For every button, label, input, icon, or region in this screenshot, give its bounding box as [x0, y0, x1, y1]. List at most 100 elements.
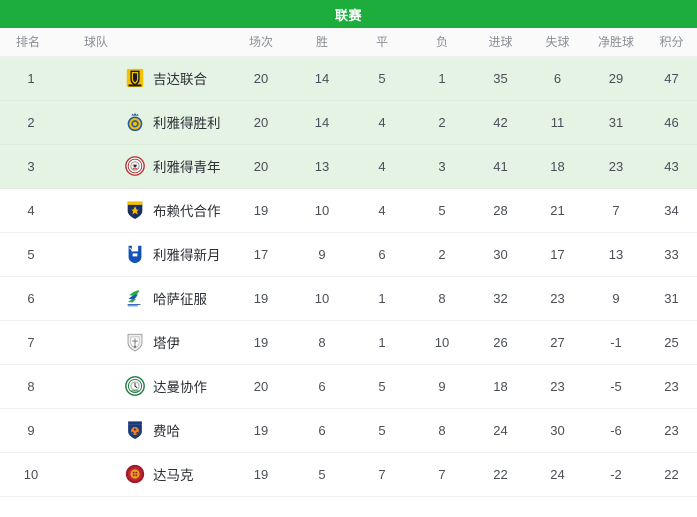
cell-team[interactable]: 利雅得胜利 [62, 100, 230, 145]
team-cell-content: 布赖代合作 [62, 199, 230, 221]
table-row[interactable]: 5 利雅得新月 17 9 6 2 30 17 13 33 [0, 232, 697, 277]
title-bar: 联赛 [0, 0, 697, 28]
cell-loss: 7 [412, 452, 472, 497]
cell-draw: 4 [352, 144, 412, 189]
table-row[interactable]: 6 哈萨征服 19 10 1 8 32 23 9 31 [0, 276, 697, 321]
cell-win: 14 [292, 56, 352, 101]
cell-goal-diff: 31 [586, 100, 646, 145]
table-row[interactable]: 2 利雅得胜利 20 14 4 2 42 11 31 46 [0, 100, 697, 145]
cell-points: 25 [646, 320, 697, 365]
cell-team[interactable]: 利雅得青年 [62, 144, 230, 189]
table-row[interactable]: 3 利雅得青年 20 13 4 3 41 18 23 43 [0, 144, 697, 189]
cell-goals-for: 28 [472, 188, 529, 233]
cell-goal-diff: 7 [586, 188, 646, 233]
cell-points: 34 [646, 188, 697, 233]
cell-played: 19 [230, 276, 292, 321]
ettifaq-crest [125, 376, 145, 396]
cell-points: 47 [646, 56, 697, 101]
nassr-crest [127, 112, 143, 132]
cell-goals-for: 18 [472, 364, 529, 409]
cell-goals-against: 23 [529, 364, 586, 409]
table-row[interactable]: 7 塔伊 19 8 1 10 26 27 -1 25 [0, 320, 697, 365]
cell-goals-against: 23 [529, 276, 586, 321]
taawoun-crest [127, 201, 143, 219]
table-header: 排名 球队 场次 胜 平 负 进球 失球 净胜球 积分 [0, 28, 697, 57]
cell-team[interactable]: 吉达联合 [62, 56, 230, 101]
column-header-goals-for[interactable]: 进球 [472, 28, 529, 57]
column-header-team[interactable]: 球队 [62, 28, 230, 57]
cell-team[interactable]: 达曼协作 [62, 364, 230, 409]
cell-win: 13 [292, 144, 352, 189]
cell-rank: 2 [0, 100, 62, 145]
team-name: 达马克 [153, 468, 194, 483]
page-title: 联赛 [334, 7, 362, 23]
cell-loss: 3 [412, 144, 472, 189]
cell-draw: 6 [352, 232, 412, 277]
hilal-crest [128, 245, 142, 264]
team-cell-content: 利雅得胜利 [62, 111, 230, 133]
team-name: 费哈 [153, 424, 180, 439]
table-row[interactable]: 1 吉达联合 20 14 5 1 35 6 29 47 [0, 56, 697, 101]
cell-team[interactable]: 哈萨征服 [62, 276, 230, 321]
cell-played: 20 [230, 364, 292, 409]
cell-points: 23 [646, 364, 697, 409]
cell-team[interactable]: 费哈 [62, 408, 230, 453]
feiha-crest [128, 421, 142, 439]
cell-played: 17 [230, 232, 292, 277]
team-cell-content: 费哈 [62, 419, 230, 441]
cell-draw: 5 [352, 364, 412, 409]
column-header-win[interactable]: 胜 [292, 28, 352, 57]
cell-played: 20 [230, 100, 292, 145]
cell-draw: 4 [352, 100, 412, 145]
team-name: 利雅得青年 [153, 160, 221, 175]
cell-win: 10 [292, 188, 352, 233]
cell-goals-against: 30 [529, 408, 586, 453]
column-header-points[interactable]: 积分 [646, 28, 697, 57]
cell-loss: 9 [412, 364, 472, 409]
column-header-draw[interactable]: 平 [352, 28, 412, 57]
cell-draw: 5 [352, 408, 412, 453]
cell-goals-against: 11 [529, 100, 586, 145]
table-row[interactable]: 8 达曼协作 20 6 5 9 18 23 -5 23 [0, 364, 697, 409]
cell-goals-for: 24 [472, 408, 529, 453]
cell-loss: 2 [412, 232, 472, 277]
cell-goal-diff: 9 [586, 276, 646, 321]
cell-loss: 2 [412, 100, 472, 145]
table-row[interactable]: 4 布赖代合作 19 10 4 5 28 21 7 34 [0, 188, 697, 233]
cell-team[interactable]: 利雅得新月 [62, 232, 230, 277]
cell-team[interactable]: 布赖代合作 [62, 188, 230, 233]
cell-goals-for: 32 [472, 276, 529, 321]
fateh-crest [127, 290, 141, 307]
cell-played: 19 [230, 408, 292, 453]
cell-team[interactable]: 达马克 [62, 452, 230, 497]
team-name: 利雅得新月 [153, 248, 221, 263]
cell-points: 31 [646, 276, 697, 321]
cell-win: 9 [292, 232, 352, 277]
cell-team[interactable]: 塔伊 [62, 320, 230, 365]
cell-rank: 7 [0, 320, 62, 365]
cell-rank: 5 [0, 232, 62, 277]
cell-goals-against: 17 [529, 232, 586, 277]
column-header-played[interactable]: 场次 [230, 28, 292, 57]
table-row[interactable]: 9 费哈 19 6 5 8 24 30 -6 23 [0, 408, 697, 453]
team-cell-content: 利雅得新月 [62, 243, 230, 265]
column-header-goals-against[interactable]: 失球 [529, 28, 586, 57]
cell-loss: 8 [412, 276, 472, 321]
shabab-crest [125, 156, 145, 176]
cell-goal-diff: 29 [586, 56, 646, 101]
cell-loss: 1 [412, 56, 472, 101]
cell-goals-against: 21 [529, 188, 586, 233]
team-cell-content: 哈萨征服 [62, 287, 230, 309]
cell-goal-diff: 23 [586, 144, 646, 189]
cell-goal-diff: -5 [586, 364, 646, 409]
team-cell-content: 达马克 [62, 463, 230, 485]
column-header-goal-diff[interactable]: 净胜球 [586, 28, 646, 57]
column-header-loss[interactable]: 负 [412, 28, 472, 57]
cell-draw: 7 [352, 452, 412, 497]
table-row[interactable]: 10 达马克 19 5 7 7 22 24 -2 22 [0, 452, 697, 497]
column-header-rank[interactable]: 排名 [0, 28, 62, 57]
cell-goals-against: 18 [529, 144, 586, 189]
cell-draw: 5 [352, 56, 412, 101]
cell-points: 46 [646, 100, 697, 145]
